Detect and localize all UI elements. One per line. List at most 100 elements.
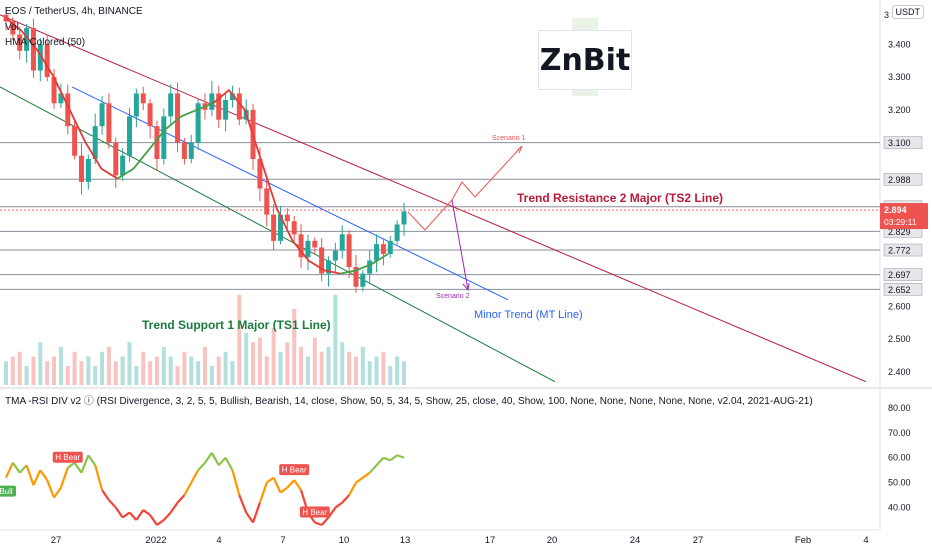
- rsi-segment: [114, 506, 124, 519]
- rsi-segment: [163, 511, 172, 521]
- candle-body: [394, 224, 400, 241]
- volume-bar: [237, 294, 242, 385]
- candle-body: [264, 188, 270, 215]
- level-price-label: 2.652: [888, 285, 911, 295]
- rsi-segment: [94, 464, 104, 491]
- candle-body: [78, 155, 84, 182]
- rsi-segment: [217, 457, 227, 466]
- candle-body: [353, 267, 359, 287]
- volume-bar: [134, 366, 139, 385]
- candle-body: [284, 214, 290, 222]
- volume-legend[interactable]: Vol: [5, 22, 19, 33]
- hma-legend[interactable]: HMA Colored (50): [5, 37, 86, 48]
- volume-bar: [395, 356, 400, 385]
- candle-body: [17, 34, 23, 51]
- candle-body: [332, 250, 338, 261]
- volume-bar: [223, 351, 228, 385]
- price-tick-label: 2.400: [888, 367, 911, 377]
- time-tick-label: 4: [863, 535, 868, 546]
- candle-body: [154, 126, 160, 159]
- candle-body: [120, 155, 126, 176]
- candle-body: [147, 103, 153, 127]
- time-tick-label: Feb: [795, 535, 811, 546]
- rsi-segment: [128, 511, 138, 521]
- candle-body: [181, 142, 187, 159]
- rsi-indicator-legend[interactable]: TMA -RSI DIV v2 ⓘ (RSI Divergence, 3, 2,…: [5, 396, 813, 407]
- rsi-segment: [80, 454, 90, 474]
- scenario2-arrowhead: [462, 282, 470, 292]
- rsi-segment: [32, 469, 42, 486]
- ts2-trend-line: [0, 14, 867, 383]
- volume-bar: [367, 361, 372, 385]
- rsi-div-label: Bull: [0, 487, 13, 496]
- volume-bar: [189, 356, 194, 385]
- rsi-segment: [375, 457, 385, 466]
- volume-bar: [106, 347, 111, 385]
- volume-bar: [326, 347, 331, 385]
- volume-bar: [374, 356, 379, 385]
- volume-bar: [161, 347, 166, 385]
- rsi-segment: [122, 511, 131, 519]
- level-price-label: 2.772: [888, 246, 911, 256]
- candle-body: [401, 211, 407, 225]
- rsi-segment: [11, 462, 21, 474]
- volume-bar: [65, 366, 70, 385]
- rsi-segment: [169, 501, 179, 514]
- candle-body: [99, 103, 105, 127]
- candle-body: [140, 93, 146, 104]
- level-price-box: [883, 283, 923, 296]
- volume-bar: [196, 361, 201, 385]
- time-tick-label: 27: [693, 535, 704, 546]
- candle-body: [24, 27, 30, 51]
- symbol-legend[interactable]: EOS / TetherUS, 4h, BINANCE: [5, 6, 143, 17]
- rsi-segment: [59, 467, 69, 488]
- volume-bar: [182, 351, 187, 385]
- ts1-annotation: Trend Support 1 Major (TS1 Line): [142, 318, 331, 332]
- volume-bar: [10, 356, 15, 385]
- current-price-label: 2.894: [884, 205, 907, 215]
- volume-bar: [257, 337, 262, 385]
- rsi-segment: [87, 454, 97, 466]
- volume-bar: [312, 337, 317, 385]
- price-tick-label: 3.400: [888, 39, 911, 49]
- volume-bar: [38, 342, 43, 385]
- rsi-div-tag: [52, 451, 83, 463]
- volume-bar: [251, 342, 256, 385]
- rsi-div-label: H Bear: [302, 508, 327, 517]
- rsi-segment: [73, 462, 83, 474]
- volume-bar: [299, 347, 304, 385]
- price-countdown: 03:29:11: [884, 217, 917, 227]
- candle-body: [133, 93, 139, 117]
- scenario1-label: Scenario 1: [492, 135, 526, 142]
- price-tick-label: 2.600: [888, 301, 911, 311]
- volume-bar: [93, 366, 98, 385]
- rsi-segment: [197, 461, 206, 471]
- rsi-tick-label: 40.00: [888, 503, 911, 513]
- volume-bar: [86, 356, 91, 385]
- volume-bar: [24, 366, 29, 385]
- rsi-segment: [135, 509, 145, 521]
- rsi-segment: [224, 457, 234, 471]
- currency-label[interactable]: USDT: [891, 5, 924, 19]
- volume-bar: [31, 356, 36, 385]
- candle-body: [229, 93, 235, 100]
- hma-segment: [5, 17, 118, 180]
- time-tick-label: 4: [216, 535, 221, 546]
- candle-body: [367, 260, 373, 274]
- rsi-segment: [142, 509, 151, 516]
- volume-bar: [292, 309, 297, 385]
- rsi-segment: [355, 476, 364, 484]
- volume-bar: [360, 347, 365, 385]
- candle-body: [188, 142, 194, 159]
- candle-body: [209, 93, 215, 110]
- volume-bar: [113, 361, 118, 385]
- volume-bar: [216, 356, 221, 385]
- volume-bar: [168, 356, 173, 385]
- time-tick-label: 17: [485, 535, 496, 546]
- rsi-tick-label: 80.00: [888, 403, 911, 413]
- candle-body: [298, 234, 304, 258]
- time-tick-label: 10: [339, 535, 350, 546]
- ts1-trend-line: [0, 86, 556, 383]
- znbit-watermark: ZnBit: [538, 30, 632, 90]
